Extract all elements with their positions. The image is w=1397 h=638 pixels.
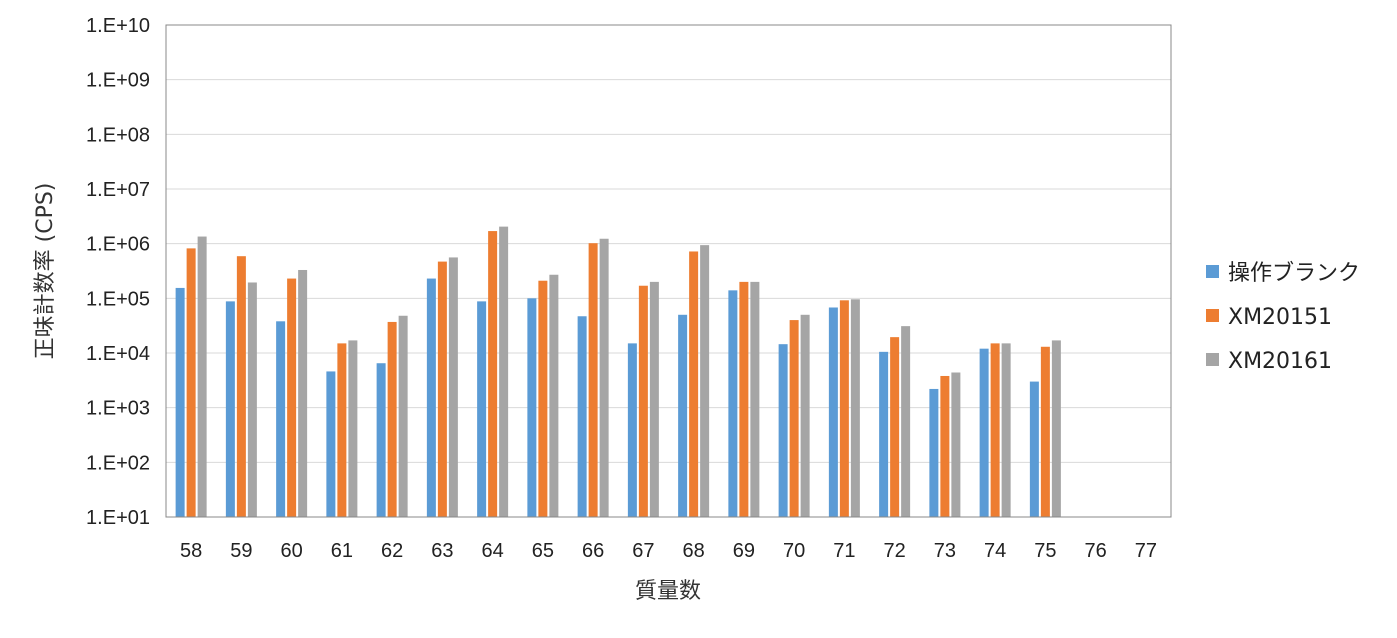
x-tick-label: 59 xyxy=(230,540,252,562)
bar xyxy=(627,343,637,517)
x-tick-label: 65 xyxy=(532,540,554,562)
bar xyxy=(426,278,436,517)
bar xyxy=(236,256,246,517)
bars xyxy=(175,226,1061,518)
bar xyxy=(326,371,336,517)
bar xyxy=(287,278,297,517)
bar xyxy=(337,343,347,517)
legend-label: 操作ブランク xyxy=(1228,261,1360,286)
y-tick-label: 1.E+01 xyxy=(86,507,150,529)
bar xyxy=(901,326,911,517)
y-tick-label: 1.E+02 xyxy=(86,452,150,474)
bar xyxy=(1001,343,1011,517)
y-tick-label: 1.E+03 xyxy=(86,398,150,420)
bar xyxy=(649,281,659,517)
x-tick-label: 74 xyxy=(984,540,1006,562)
y-tick-label: 1.E+10 xyxy=(86,15,150,37)
bar xyxy=(488,231,498,517)
bar xyxy=(951,372,961,517)
y-axis-title: 正味計数率 (CPS) xyxy=(33,183,58,360)
bar xyxy=(186,248,196,517)
y-tick-label: 1.E+05 xyxy=(86,288,150,310)
x-tick-label: 66 xyxy=(582,540,604,562)
bar xyxy=(437,261,447,517)
bar xyxy=(398,315,408,517)
bar xyxy=(1051,340,1061,517)
y-tick-label: 1.E+07 xyxy=(86,179,150,201)
legend-swatch xyxy=(1206,265,1219,278)
x-tick-label: 71 xyxy=(833,540,855,562)
x-tick-label: 62 xyxy=(381,540,403,562)
x-tick-label: 73 xyxy=(934,540,956,562)
bar xyxy=(527,298,537,517)
bar xyxy=(979,348,989,517)
bar xyxy=(577,316,587,517)
legend-swatch xyxy=(1206,353,1219,366)
bar xyxy=(175,287,185,517)
bar xyxy=(276,321,286,517)
bar xyxy=(549,274,559,517)
bar xyxy=(700,245,710,517)
x-tick-label: 72 xyxy=(884,540,906,562)
bar xyxy=(879,351,889,517)
bar xyxy=(499,226,509,517)
bar xyxy=(678,314,688,517)
legend-label: XM20151 xyxy=(1228,305,1332,330)
x-tick-label: 70 xyxy=(783,540,805,562)
x-tick-labels: 58 59 60 61 62 63 64 65 66 67 68 69 70 71 72 73 74 75 76 77 xyxy=(180,540,1157,562)
x-axis-title: 質量数 xyxy=(635,579,701,604)
bar xyxy=(990,343,1000,517)
bar xyxy=(1040,346,1050,517)
x-tick-label: 69 xyxy=(733,540,755,562)
x-tick-label: 76 xyxy=(1085,540,1107,562)
bar xyxy=(839,300,849,517)
bar xyxy=(197,236,207,517)
legend: 操作ブランク XM20151 XM20161 xyxy=(1206,261,1360,374)
bar xyxy=(778,344,788,517)
bar xyxy=(689,251,699,517)
bar xyxy=(599,238,609,518)
bar xyxy=(448,257,458,517)
bar xyxy=(940,375,950,517)
x-tick-label: 77 xyxy=(1135,540,1157,562)
y-tick-label: 1.E+06 xyxy=(86,234,150,256)
bar xyxy=(298,269,308,517)
legend-swatch xyxy=(1206,309,1219,322)
x-tick-label: 67 xyxy=(632,540,654,562)
x-tick-label: 61 xyxy=(331,540,353,562)
bar xyxy=(638,285,648,517)
bar xyxy=(1029,381,1039,517)
x-tick-label: 60 xyxy=(281,540,303,562)
bar xyxy=(850,299,860,517)
x-tick-label: 63 xyxy=(431,540,453,562)
bar xyxy=(247,282,257,517)
plot-area xyxy=(165,24,1172,518)
bar xyxy=(728,290,738,517)
bar xyxy=(739,281,749,517)
bar xyxy=(890,337,900,517)
y-tick-label: 1.E+04 xyxy=(86,343,150,365)
bar xyxy=(348,340,358,517)
bar xyxy=(750,281,760,517)
bar xyxy=(387,321,397,517)
bar xyxy=(477,301,487,517)
y-tick-label: 1.E+08 xyxy=(86,124,150,146)
x-tick-label: 58 xyxy=(180,540,202,562)
bar xyxy=(538,280,548,517)
x-tick-label: 75 xyxy=(1034,540,1056,562)
bar xyxy=(800,314,810,517)
x-tick-label: 68 xyxy=(683,540,705,562)
bar xyxy=(225,301,235,517)
bar xyxy=(376,363,386,517)
legend-label: XM20161 xyxy=(1228,349,1332,374)
y-tick-label: 1.E+09 xyxy=(86,70,150,92)
bar xyxy=(828,307,838,517)
bar xyxy=(588,243,598,517)
bar xyxy=(929,388,939,517)
bar xyxy=(789,320,799,517)
gridlines xyxy=(166,79,1171,463)
x-tick-label: 64 xyxy=(482,540,504,562)
y-tick-labels: 1.E+01 1.E+02 1.E+03 1.E+04 1.E+05 1.E+06 1.E+… xyxy=(86,15,150,529)
